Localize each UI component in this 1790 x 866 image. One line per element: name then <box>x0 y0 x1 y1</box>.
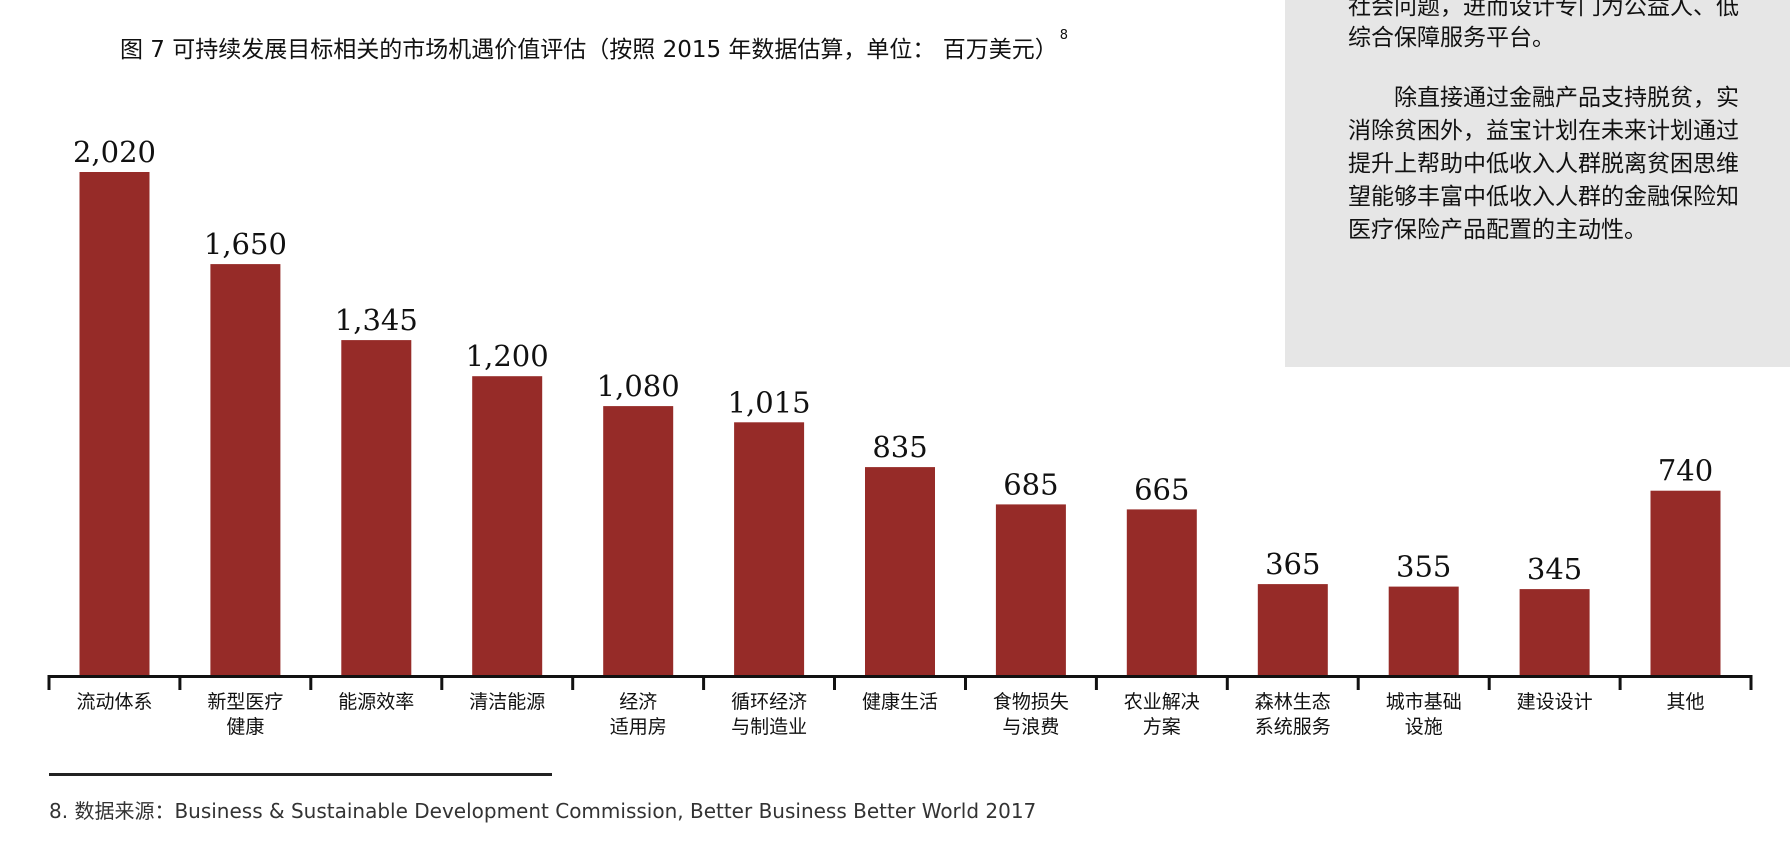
bar-value-label: 1,650 <box>204 227 287 261</box>
panel-text-line: 综合保障服务平台。 <box>1348 25 1555 51</box>
panel-text-line: 社会问题，进而设计专门为公益人、低 <box>1348 0 1739 20</box>
bar <box>1519 589 1590 675</box>
category-label: 其他 <box>1666 691 1704 713</box>
bar-value-label: 740 <box>1658 454 1713 488</box>
bar-value-label: 2,020 <box>73 135 156 169</box>
footnote-reference: 8 <box>1059 28 1069 43</box>
bar-value-label: 665 <box>1134 472 1189 506</box>
category-label: 流动体系 <box>76 691 152 713</box>
category-label: 循环经济与制造业 <box>731 691 807 738</box>
chart-title: 图 7 可持续发展目标相关的市场机遇价值评估（按照 2015 年数据估算，单位：… <box>120 28 1069 64</box>
bar <box>603 406 674 675</box>
bar <box>734 422 805 675</box>
bar <box>210 264 281 675</box>
panel-text-line: 医疗保险产品配置的主动性。 <box>1348 217 1647 243</box>
bar <box>1388 586 1459 675</box>
panel-text-line: 消除贫困外，益宝计划在未来计划通过 <box>1348 118 1739 144</box>
category-label: 城市基础设施 <box>1386 691 1462 738</box>
category-label: 经济适用房 <box>610 691 667 738</box>
panel-text-line: 提升上帮助中低收入人群脱离贫困思维 <box>1348 151 1739 177</box>
bar-value-label: 685 <box>1003 467 1058 501</box>
side-text-panel: 社会问题，进而设计专门为公益人、低综合保障服务平台。 除直接通过金融产品支持脱贫… <box>1285 0 1790 367</box>
bar-value-label: 1,200 <box>466 339 549 373</box>
category-label: 健康生活 <box>862 691 938 713</box>
category-label: 建设设计 <box>1517 691 1593 713</box>
panel-text-line: 除直接通过金融产品支持脱贫，实 <box>1348 85 1739 111</box>
bar <box>1650 490 1721 675</box>
bar-value-label: 835 <box>872 430 927 464</box>
bar <box>79 172 150 675</box>
chart-title-text: 图 7 可持续发展目标相关的市场机遇价值评估（按照 2015 年数据估算，单位：… <box>120 37 1058 63</box>
footnote-text: 8. 数据来源：Business & Sustainable Developme… <box>49 799 1037 823</box>
bar <box>1126 509 1197 675</box>
panel-text-line: 望能够丰富中低收入人群的金融保险知 <box>1348 184 1739 210</box>
footnote-divider <box>49 773 552 776</box>
category-label: 能源效率 <box>338 691 414 713</box>
category-label: 农业解决方案 <box>1124 691 1200 738</box>
bar-value-label: 345 <box>1527 552 1582 586</box>
bar <box>995 504 1066 675</box>
bar-value-label: 355 <box>1396 550 1451 584</box>
category-label: 新型医疗健康 <box>207 691 283 738</box>
bar <box>1257 584 1328 675</box>
bar-value-label: 1,015 <box>728 385 811 419</box>
category-label: 森林生态系统服务 <box>1255 691 1331 738</box>
bar-value-label: 1,080 <box>597 369 680 403</box>
bar-value-label: 1,345 <box>335 303 418 337</box>
bar <box>341 340 412 675</box>
bar <box>865 467 935 675</box>
category-label: 食物损失与浪费 <box>993 691 1069 738</box>
bar <box>472 376 543 675</box>
bar-value-label: 365 <box>1265 547 1320 581</box>
category-label: 清洁能源 <box>469 691 545 713</box>
